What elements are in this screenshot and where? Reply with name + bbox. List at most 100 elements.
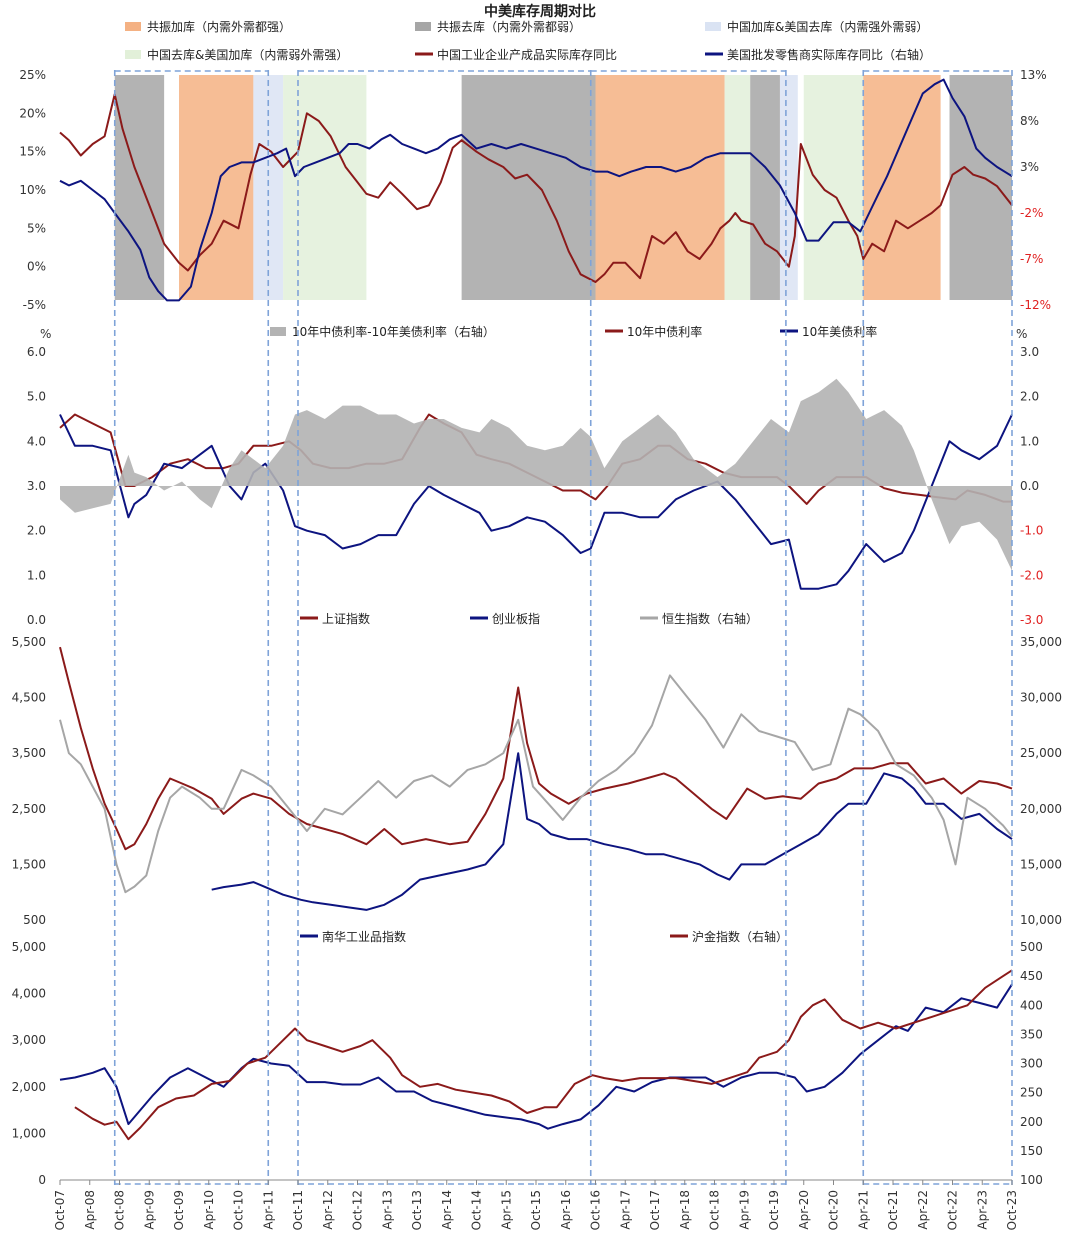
phase-band: [253, 75, 284, 300]
x-tick-label: Oct-11: [291, 1190, 305, 1230]
legend-label: 共振去库（内需外需都弱）: [437, 19, 581, 34]
x-tick-label: Apr-10: [202, 1190, 216, 1230]
x-tick-label: Apr-21: [856, 1190, 870, 1230]
legend-label: 10年中债利率-10年美债利率（右轴）: [292, 324, 495, 339]
y2-tick-label: 200: [1020, 1115, 1043, 1129]
legend-swatch: [125, 22, 141, 31]
legend-label: 美国批发零售商实际库存同比（右轴）: [727, 47, 931, 62]
y-tick-label: 20%: [19, 106, 46, 120]
x-tick-label: Oct-15: [529, 1190, 543, 1230]
y2-tick-label: 20,000: [1020, 802, 1062, 816]
phase-band: [863, 75, 941, 300]
x-tick-label: Oct-09: [172, 1190, 186, 1230]
y-tick-label: 5.0: [27, 390, 46, 404]
legend-label: 10年中债利率: [627, 324, 702, 339]
y2-tick-label: 10,000: [1020, 913, 1062, 927]
phase-band: [724, 75, 751, 300]
y-tick-label: 3.0: [27, 479, 46, 493]
x-tick-label: Oct-13: [410, 1190, 424, 1230]
chart-title: 中美库存周期对比: [484, 3, 596, 20]
x-tick-label: Oct-17: [648, 1190, 662, 1230]
x-tick-label: Apr-11: [261, 1190, 275, 1230]
x-tick-label: Apr-14: [440, 1190, 454, 1230]
phase-band: [114, 75, 165, 300]
phase-band: [803, 75, 864, 300]
rates-panel: 6.0 5.0 4.0 3.0 2.0 1.0 0.0 3.0 2.0 1.0 0.0 -1.0 -2.…: [27, 324, 1044, 627]
phase-band: [283, 75, 367, 300]
y-tick-label: 4.0: [27, 434, 46, 448]
y2-tick-label: -2%: [1020, 206, 1043, 220]
x-tick-label: Apr-16: [559, 1190, 573, 1230]
y2-tick-label: 13%: [1020, 68, 1047, 82]
x-tick-label: Apr-09: [142, 1190, 156, 1230]
phase-band: [595, 75, 725, 300]
phase-dividers: [113, 70, 1013, 1185]
x-tick-label: Oct-12: [351, 1190, 365, 1230]
y-tick-label: 1.0: [27, 568, 46, 582]
y-tick-label: 4,500: [12, 691, 46, 705]
y-tick-label: 10%: [19, 183, 46, 197]
y-tick-label: 5,500: [12, 635, 46, 649]
panels: 25% 20% 15% 10% 5% 0% -5% 13% 8% 3% -2% -7% -12% 共振加库…: [12, 19, 1062, 1187]
legend-label: 中国加库&美国去库（内需强外需弱）: [727, 19, 928, 34]
legend-label: 上证指数: [322, 611, 370, 626]
x-tick-label: Oct-21: [886, 1190, 900, 1230]
series-line: [74, 969, 1013, 1141]
x-tick-label: Apr-20: [797, 1190, 811, 1230]
inventory-panel: 25% 20% 15% 10% 5% 0% -5% 13% 8% 3% -2% -7% -12% 共振加库…: [19, 19, 1051, 312]
x-tick-label: Oct-08: [113, 1190, 127, 1230]
x-tick-label: Apr-23: [975, 1190, 989, 1230]
y-tick-label: -5%: [23, 298, 46, 312]
y2-tick-label: 3%: [1020, 160, 1039, 174]
legend-swatch: [270, 327, 286, 336]
y-tick-label: 500: [23, 913, 46, 927]
y2-tick-label: 400: [1020, 998, 1043, 1012]
y2-tick-label: 450: [1020, 969, 1043, 983]
series-line: [59, 414, 1013, 590]
y-tick-label: 25%: [19, 68, 46, 82]
x-tick-label: Apr-18: [678, 1190, 692, 1230]
legend-label: 创业板指: [492, 611, 540, 626]
y-tick-label: 5%: [27, 221, 46, 235]
legend-swatch: [705, 22, 721, 31]
legend-label: 南华工业品指数: [322, 929, 406, 944]
legend-label: 10年美债利率: [802, 324, 877, 339]
legend-label: 中国工业企业产成品实际库存同比: [437, 47, 617, 62]
series-area: [60, 378, 1012, 571]
y-tick-label: 2,500: [12, 802, 46, 816]
x-tick-label: Oct-23: [1005, 1190, 1019, 1230]
y-tick-label: 0: [38, 1173, 46, 1187]
y2-tick-label: -12%: [1020, 298, 1051, 312]
y2-unit: %: [1016, 327, 1027, 341]
x-tick-label: Apr-08: [83, 1190, 97, 1230]
y-tick-label: 6.0: [27, 345, 46, 359]
y2-tick-label: 2.0: [1020, 390, 1039, 404]
y2-tick-label: 8%: [1020, 114, 1039, 128]
y2-tick-label: 30,000: [1020, 691, 1062, 705]
y-tick-label: 1,500: [12, 857, 46, 871]
y2-tick-label: -3.0: [1020, 613, 1043, 627]
y-unit: %: [40, 327, 51, 341]
x-tick-label: Oct-22: [946, 1190, 960, 1230]
y-tick-label: 2,000: [12, 1080, 46, 1094]
y2-tick-label: 500: [1020, 940, 1043, 954]
y2-tick-label: 25,000: [1020, 746, 1062, 760]
legend-label: 共振加库（内需外需都强）: [147, 19, 291, 34]
y2-tick-label: 300: [1020, 1057, 1043, 1071]
y2-tick-label: 35,000: [1020, 635, 1062, 649]
x-axis: Oct-07 Apr-08 Oct-08 Apr-09 Oct-09 Apr-10 Oct-…: [53, 1179, 1019, 1230]
y-tick-label: 15%: [19, 145, 46, 159]
series-line: [211, 752, 1013, 911]
x-tick-label: Oct-14: [470, 1190, 484, 1230]
y-tick-label: 5,000: [12, 940, 46, 954]
x-tick-label: Oct-10: [232, 1190, 246, 1230]
legend-swatch: [415, 22, 431, 31]
y-tick-label: 3,500: [12, 746, 46, 760]
x-tick-label: Oct-18: [708, 1190, 722, 1230]
series-line: [59, 78, 1013, 302]
x-tick-label: Apr-13: [380, 1190, 394, 1230]
x-tick-label: Oct-20: [827, 1190, 841, 1230]
phase-band: [949, 75, 1012, 300]
phase-band: [461, 75, 596, 300]
